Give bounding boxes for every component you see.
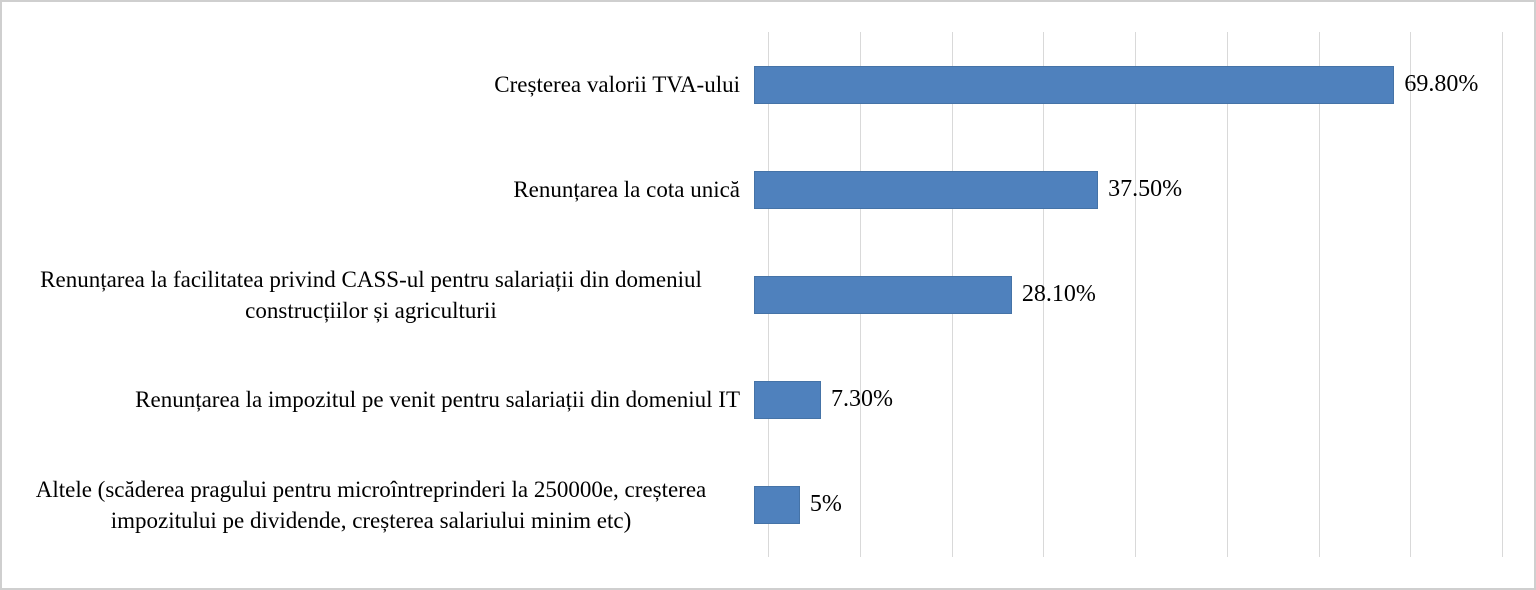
category-label-cell: Creșterea valorii TVA-ului [2, 69, 754, 100]
gridline [1135, 32, 1136, 557]
chart-row: Renunțarea la facilitatea privind CASS-u… [2, 242, 1534, 347]
row-plot: 37.50% [754, 137, 1488, 242]
category-label: Renunțarea la cota unică [513, 177, 740, 202]
chart-rows: Creșterea valorii TVA-ului 69.80% Renunț… [2, 32, 1534, 557]
value-label: 28.10% [1021, 281, 1096, 307]
bar [754, 380, 821, 419]
value-label: 69.80% [1404, 71, 1479, 97]
chart-row: Creșterea valorii TVA-ului 69.80% [2, 32, 1534, 137]
row-plot: 7.30% [754, 347, 1488, 452]
gridline [1043, 32, 1045, 557]
category-label: Creșterea valorii TVA-ului [494, 72, 740, 97]
category-label-cell: Renunțarea la impozitul pe venit pentru … [2, 384, 754, 415]
gridline [1226, 32, 1228, 557]
category-label: Renunțarea la impozitul pe venit pentru … [135, 387, 740, 412]
gridline [1502, 32, 1503, 557]
category-label-cell: Renunțarea la facilitatea privind CASS-u… [2, 264, 754, 326]
bar [754, 65, 1395, 104]
chart-row: Renunțarea la impozitul pe venit pentru … [2, 347, 1534, 452]
category-label-cell: Renunțarea la cota unică [2, 174, 754, 205]
chart-row: Altele (scăderea pragului pentru microîn… [2, 452, 1534, 557]
category-label: Renunțarea la facilitatea privind CASS-u… [40, 266, 702, 323]
bar [754, 170, 1099, 209]
row-plot: 28.10% [754, 242, 1488, 347]
category-label-cell: Altele (scăderea pragului pentru microîn… [2, 474, 754, 536]
gridline [1410, 32, 1412, 557]
bar [754, 275, 1012, 314]
gridline [1318, 32, 1320, 557]
row-plot: 69.80% [754, 32, 1488, 137]
chart-row: Renunțarea la cota unică 37.50% [2, 137, 1534, 242]
bar [754, 485, 800, 524]
value-label: 5% [809, 491, 842, 517]
value-label: 37.50% [1108, 176, 1183, 202]
category-label: Altele (scăderea pragului pentru microîn… [35, 476, 707, 533]
value-label: 7.30% [830, 386, 893, 412]
row-plot: 5% [754, 452, 1488, 557]
